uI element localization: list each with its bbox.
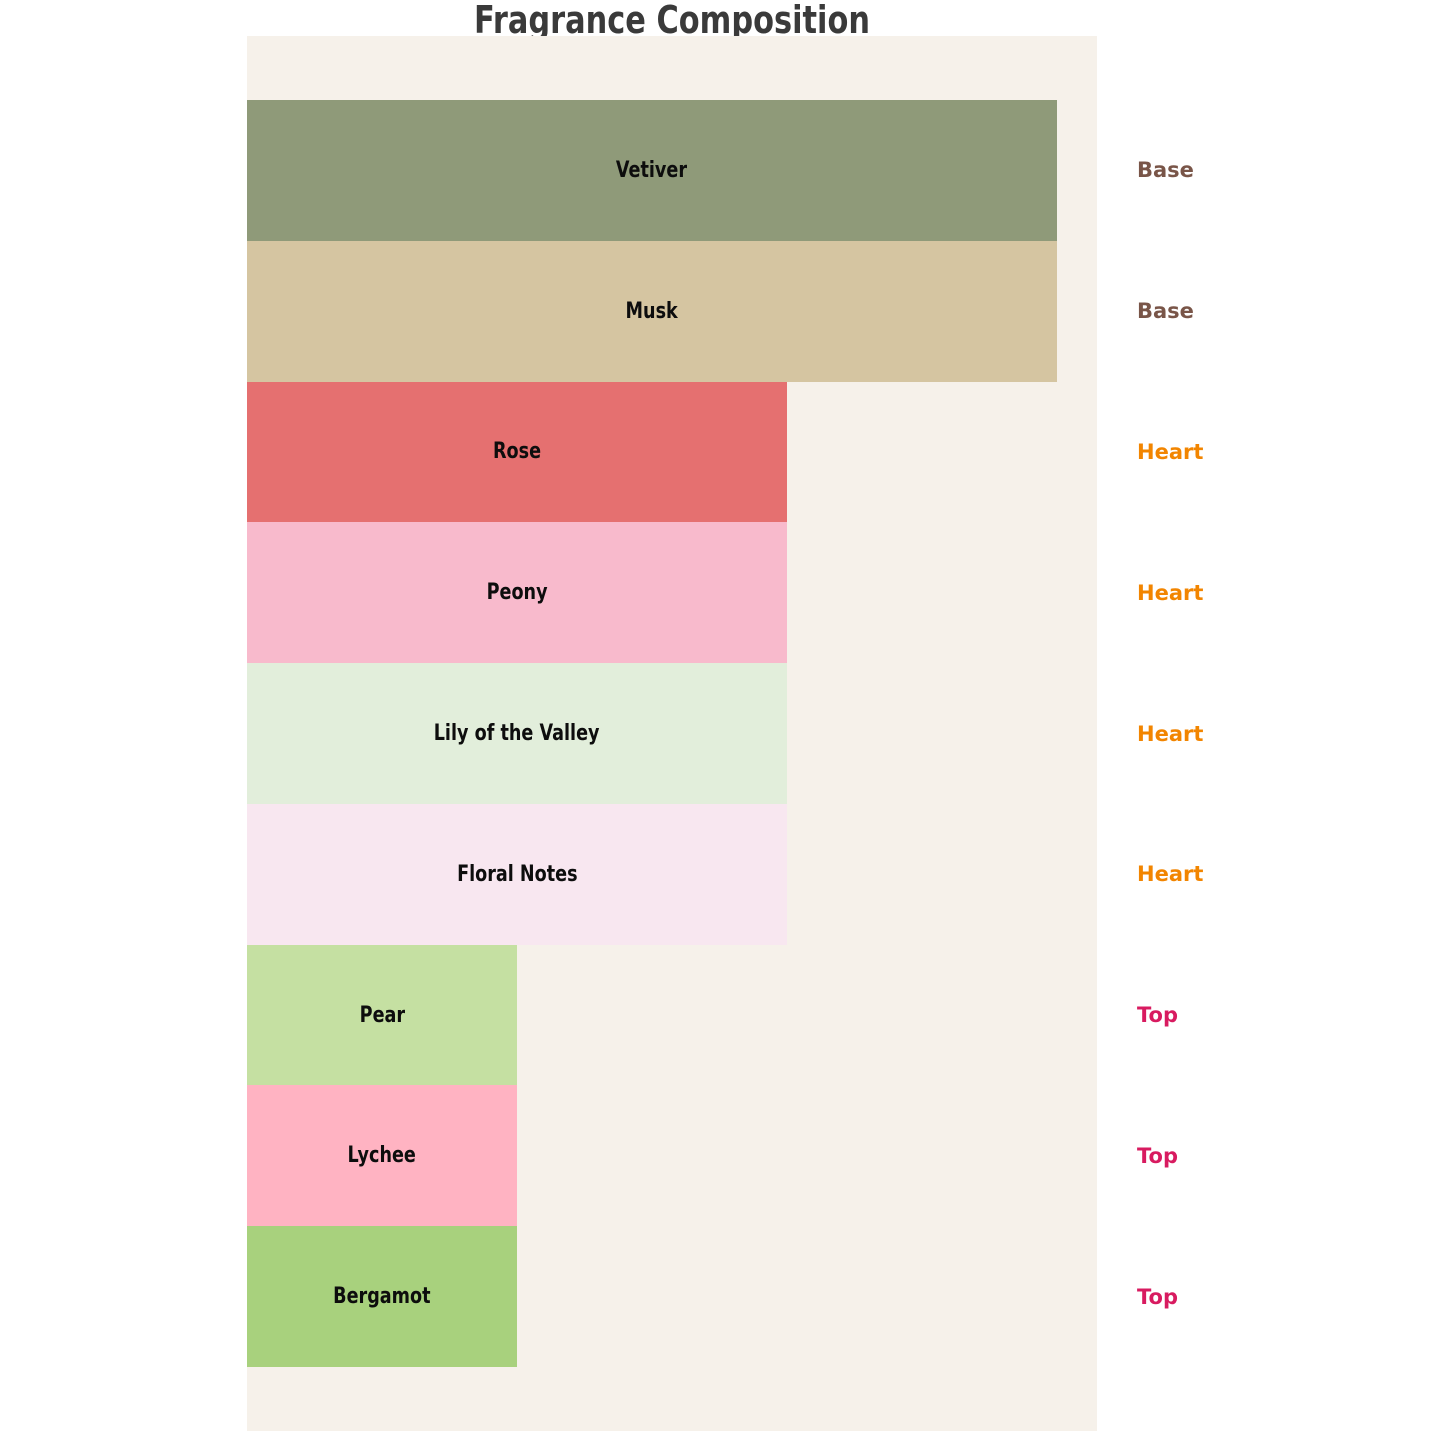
bar-bergamot: Bergamot bbox=[247, 1226, 517, 1367]
bar-peony: Peony bbox=[247, 522, 787, 664]
bar-label-bergamot: Bergamot bbox=[333, 1284, 431, 1310]
group-label-heart-4: Heart bbox=[1137, 721, 1204, 746]
bar-musk: Musk bbox=[247, 240, 1057, 382]
group-label-top-6: Top bbox=[1137, 1003, 1178, 1028]
group-label-base-0: Base bbox=[1137, 158, 1194, 183]
bar-label-lily-of-the-valley: Lily of the Valley bbox=[433, 720, 600, 746]
bar-floral-notes: Floral Notes bbox=[247, 803, 787, 945]
bar-label-vetiver: Vetiver bbox=[616, 157, 688, 183]
group-label-heart-5: Heart bbox=[1137, 862, 1204, 887]
bar-rose: Rose bbox=[247, 381, 787, 523]
bar-label-musk: Musk bbox=[625, 298, 678, 324]
bar-label-pear: Pear bbox=[359, 1002, 405, 1028]
bar-label-rose: Rose bbox=[492, 439, 541, 465]
group-label-top-7: Top bbox=[1137, 1143, 1178, 1168]
group-label-base-1: Base bbox=[1137, 299, 1194, 324]
plot-area: Vetiver Musk Rose Peony Lily of the Valley Fl… bbox=[247, 36, 1097, 1431]
bar-pear: Pear bbox=[247, 944, 517, 1086]
group-label-heart-3: Heart bbox=[1137, 580, 1204, 605]
bar-vetiver: Vetiver bbox=[247, 100, 1057, 241]
chart-title: Fragrance Composition bbox=[474, 0, 870, 42]
group-label-heart-2: Heart bbox=[1137, 439, 1204, 464]
bar-label-lychee: Lychee bbox=[347, 1143, 417, 1169]
bar-lychee: Lychee bbox=[247, 1085, 517, 1227]
group-label-top-8: Top bbox=[1137, 1284, 1178, 1309]
bar-label-peony: Peony bbox=[486, 580, 548, 606]
bar-lily-of-the-valley: Lily of the Valley bbox=[247, 663, 787, 804]
bar-label-floral-notes: Floral Notes bbox=[456, 861, 578, 887]
